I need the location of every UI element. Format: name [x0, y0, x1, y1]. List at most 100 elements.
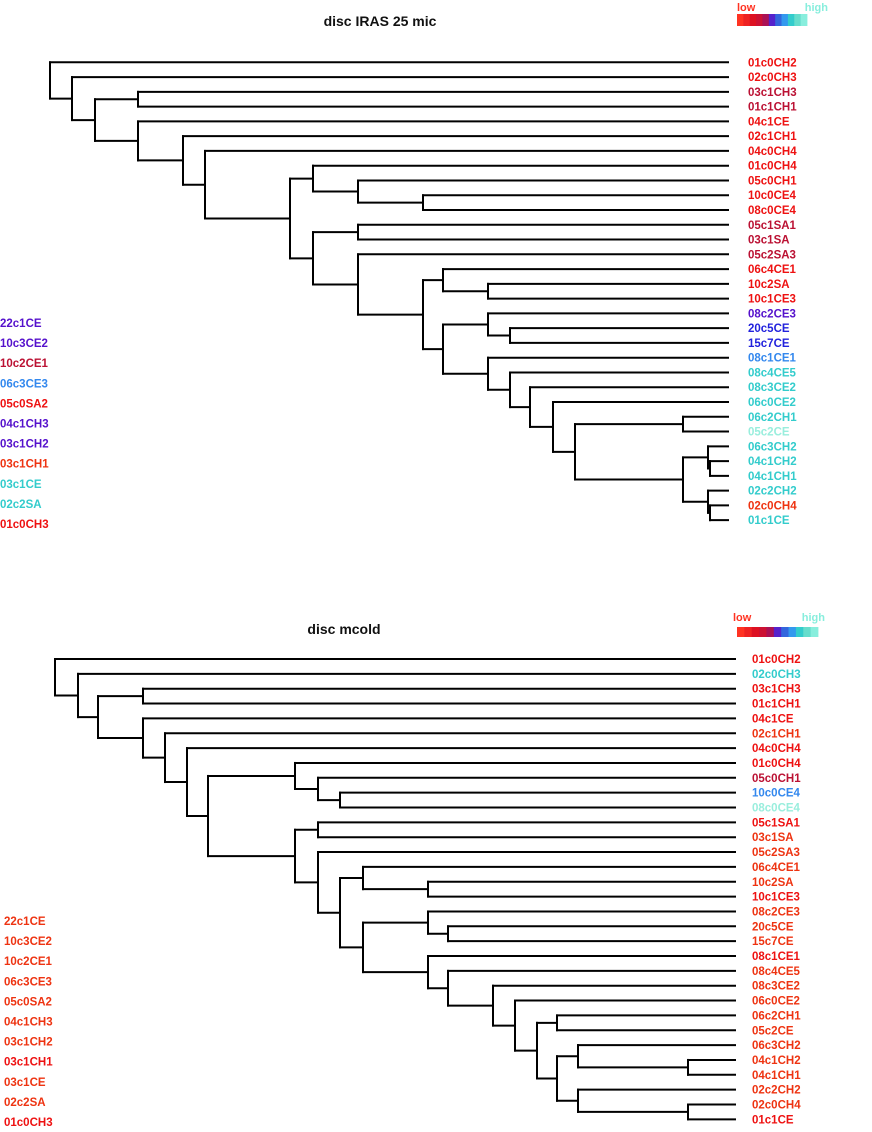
leaf-label: 08c1CE1 — [748, 353, 797, 365]
legend-low-label: low — [737, 2, 756, 14]
outgroup-label: 03c1CH2 — [0, 439, 49, 451]
leaf-label: 08c2CE3 — [752, 906, 800, 918]
leaf-label: 10c2SA — [748, 279, 790, 291]
legend-swatch — [768, 14, 776, 26]
legend-swatch — [781, 627, 789, 637]
leaf-label: 02c1CH1 — [748, 131, 797, 143]
leaf-label: 01c0CH4 — [752, 758, 801, 770]
legend-swatch — [751, 627, 760, 637]
legend-swatch — [737, 627, 745, 637]
color-legend: low high — [737, 2, 828, 26]
leaf-label: 06c2CH1 — [748, 412, 797, 424]
leaf-labels: 01c0CH2 02c0CH3 03c1CH3 01c1CH1 04c1CE 02c1CH… — [748, 57, 797, 527]
outgroup-label: 04c1CH3 — [4, 1017, 53, 1029]
leaf-label: 06c3CH2 — [752, 1040, 801, 1052]
legend-swatch — [756, 14, 763, 26]
legend-swatch — [800, 14, 808, 26]
leaf-label: 02c1CH1 — [752, 728, 801, 740]
outgroup-label: 04c1CH3 — [0, 419, 49, 431]
dendrogram-tree — [54, 658, 736, 1121]
leaf-label: 08c2CE3 — [748, 308, 796, 320]
leaf-label: 10c0CE4 — [752, 788, 801, 800]
leaf-label: 05c2CE — [748, 427, 790, 439]
leaf-label: 06c0CE2 — [748, 397, 796, 409]
leaf-label: 10c2SA — [752, 877, 794, 889]
outgroup-label: 01c0CH3 — [4, 1117, 53, 1129]
legend-swatch — [737, 14, 744, 26]
outgroup-label: 03c1CH2 — [4, 1037, 53, 1049]
outgroup-label: 03c1CH1 — [4, 1057, 53, 1069]
leaf-label: 05c2CE — [752, 1025, 794, 1037]
leaf-label: 05c2SA3 — [748, 249, 796, 261]
leaf-label: 04c0CH4 — [748, 146, 797, 158]
leaf-label: 06c2CH1 — [752, 1010, 801, 1022]
leaf-labels: 01c0CH2 02c0CH3 03c1CH3 01c1CH1 04c1CE 02c1CH… — [752, 654, 801, 1126]
outgroup-label: 10c2CE1 — [0, 358, 49, 370]
leaf-label: 02c0CH4 — [748, 500, 797, 512]
legend-swatch — [759, 627, 767, 637]
leaf-label: 03c1SA — [748, 235, 790, 247]
outgroup-label: 10c2CE1 — [4, 956, 53, 968]
outgroup-label: 10c3CE2 — [0, 338, 48, 350]
leaf-label: 20c5CE — [748, 323, 790, 335]
leaf-label: 08c0CE4 — [752, 803, 801, 815]
legend-swatch — [803, 627, 812, 637]
leaf-label: 01c0CH2 — [752, 654, 801, 666]
leaf-label: 02c0CH3 — [752, 669, 801, 681]
legend-swatch — [743, 14, 751, 26]
legend-swatch — [749, 14, 757, 26]
leaf-label: 04c1CH1 — [752, 1070, 801, 1082]
leaf-label: 04c1CH2 — [752, 1055, 801, 1067]
legend-low-label: low — [733, 612, 752, 624]
leaf-label: 08c3CE2 — [752, 981, 800, 993]
leaf-label: 06c0CE2 — [752, 996, 800, 1008]
leaf-label: 05c0CH1 — [752, 773, 801, 785]
outgroup-label: 02c2SA — [4, 1097, 46, 1109]
panel-1: disc IRAS 25 mic low high 01c0CH2 02c0CH3 03c… — [0, 2, 828, 531]
leaf-label: 05c2SA3 — [752, 847, 800, 859]
leaf-label: 01c1CH1 — [752, 699, 801, 711]
outgroup-label: 06c3CE3 — [0, 378, 48, 390]
leaf-label: 05c0CH1 — [748, 175, 797, 187]
color-legend: low high — [733, 612, 825, 637]
outgroup-label: 22c1CE — [0, 318, 42, 330]
leaf-label: 02c0CH3 — [748, 72, 797, 84]
legend-swatch — [775, 14, 782, 26]
leaf-label: 03c1SA — [752, 832, 794, 844]
leaf-label: 01c1CE — [752, 1114, 794, 1126]
leaf-label: 10c0CE4 — [748, 190, 797, 202]
leaf-label: 06c3CH2 — [748, 441, 797, 453]
legend-high-label: high — [805, 2, 828, 14]
outgroup-labels: 22c1CE 10c3CE2 10c2CE1 06c3CE3 05c0SA2 04c1CH… — [4, 916, 53, 1129]
outgroup-label: 01c0CH3 — [0, 519, 49, 531]
leaf-label: 05c1SA1 — [748, 220, 797, 232]
outgroup-label: 03c1CH1 — [0, 459, 49, 471]
leaf-label: 04c1CH1 — [748, 471, 797, 483]
legend-swatch — [766, 627, 775, 637]
leaf-label: 03c1CH3 — [748, 87, 797, 99]
dendrogram-tree — [49, 61, 729, 522]
leaf-label: 04c1CE — [748, 116, 790, 128]
leaf-label: 06c4CE1 — [752, 862, 801, 874]
outgroup-label: 05c0SA2 — [0, 398, 48, 410]
leaf-label: 01c1CH1 — [748, 102, 797, 114]
panel-title: disc IRAS 25 mic — [324, 13, 437, 29]
outgroup-label: 22c1CE — [4, 916, 46, 928]
leaf-label: 15c7CE — [752, 936, 794, 948]
legend-swatch — [787, 14, 795, 26]
leaf-label: 20c5CE — [752, 921, 794, 933]
leaf-label: 15c7CE — [748, 338, 790, 350]
legend-swatch — [794, 14, 802, 26]
leaf-label: 01c1CE — [748, 515, 790, 527]
leaf-label: 04c0CH4 — [752, 743, 801, 755]
legend-swatch — [744, 627, 753, 637]
legend-high-label: high — [802, 612, 825, 624]
legend-swatch — [788, 627, 797, 637]
leaf-label: 08c1CE1 — [752, 951, 801, 963]
leaf-label: 08c4CE5 — [748, 367, 797, 379]
outgroup-label: 02c2SA — [0, 499, 42, 511]
outgroup-labels: 22c1CE 10c3CE2 10c2CE1 06c3CE3 05c0SA2 04c1CH… — [0, 318, 49, 531]
outgroup-label: 03c1CE — [0, 479, 42, 491]
leaf-label: 02c2CH2 — [748, 486, 797, 498]
